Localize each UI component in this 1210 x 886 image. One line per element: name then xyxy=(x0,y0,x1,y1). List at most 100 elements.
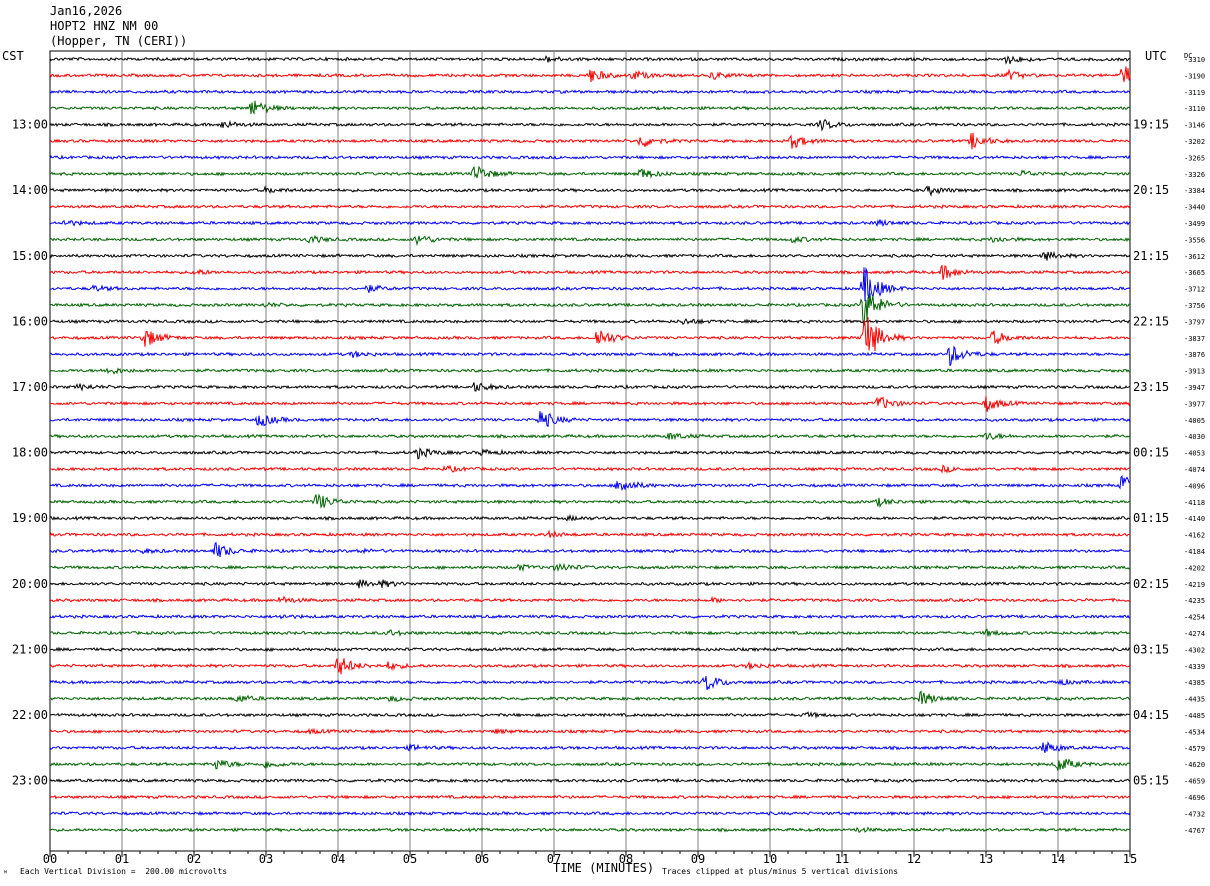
dc-offset-label: -4184 xyxy=(1184,548,1205,556)
dc-offset-label: -4005 xyxy=(1184,417,1205,425)
seismic-trace xyxy=(49,676,1131,691)
seismic-trace xyxy=(49,475,1131,492)
right-timezone-label: UTC xyxy=(1145,49,1167,63)
seismic-trace xyxy=(50,165,1131,179)
seismic-trace xyxy=(49,579,1131,589)
x-tick-label: 07 xyxy=(547,852,561,866)
seismic-trace xyxy=(49,264,1131,280)
seismic-trace xyxy=(49,292,1131,326)
dc-offset-label: -4096 xyxy=(1184,482,1205,490)
left-hour-label: 20:00 xyxy=(12,577,48,591)
seismic-trace xyxy=(49,595,1131,604)
dc-offset-label: -3612 xyxy=(1184,253,1205,261)
dc-offset-label: -3384 xyxy=(1184,187,1205,195)
dc-offset-label: -3265 xyxy=(1184,154,1205,162)
seismic-trace xyxy=(49,55,1131,65)
right-hour-label: 23:15 xyxy=(1133,380,1169,394)
dc-offset-label: -3202 xyxy=(1184,138,1205,146)
dc-offset-label: -4074 xyxy=(1184,466,1205,474)
seismic-trace xyxy=(49,203,1131,210)
dc-offset-label: -4435 xyxy=(1184,696,1205,704)
seismic-trace xyxy=(49,234,1131,247)
dc-offset-label: -4254 xyxy=(1184,614,1205,622)
dc-offset-label: -4534 xyxy=(1184,728,1205,736)
dc-offset-label: -3665 xyxy=(1184,269,1205,277)
dc-offset-label: -4767 xyxy=(1184,827,1205,835)
x-tick-label: 05 xyxy=(403,852,417,866)
left-hour-label: 17:00 xyxy=(12,380,48,394)
dc-offset-label: -4219 xyxy=(1184,581,1205,589)
seismic-trace xyxy=(49,447,1131,460)
seismic-trace xyxy=(50,317,1131,352)
left-hour-label: 18:00 xyxy=(12,446,48,460)
dc-offset-label: -4302 xyxy=(1184,646,1205,654)
seismic-trace xyxy=(49,367,1131,375)
corner-mark: ᴹ xyxy=(3,869,8,878)
seismic-trace xyxy=(49,464,1131,474)
x-tick-label: 13 xyxy=(979,852,993,866)
dc-offset-label: -4235 xyxy=(1184,597,1205,605)
dc-offset-label: -3190 xyxy=(1184,72,1205,80)
dc-offset-label: -4053 xyxy=(1184,450,1205,458)
dc-offset-label: -4030 xyxy=(1184,433,1205,441)
x-tick-label: 02 xyxy=(187,852,201,866)
dc-offset-label: -3913 xyxy=(1184,368,1205,376)
x-tick-label: 03 xyxy=(259,852,273,866)
seismic-trace xyxy=(49,529,1130,539)
right-hour-label: 02:15 xyxy=(1133,577,1169,591)
right-hour-label: 00:15 xyxy=(1133,446,1169,460)
seismic-trace xyxy=(49,396,1131,412)
x-tick-label: 04 xyxy=(331,852,345,866)
right-hour-label: 03:15 xyxy=(1133,642,1169,656)
seismic-trace xyxy=(49,382,1131,392)
dc-offset-label: -4274 xyxy=(1184,630,1205,638)
dc-offset-label: -4579 xyxy=(1184,745,1205,753)
seismic-trace xyxy=(49,826,1131,833)
dc-offset-label: -3556 xyxy=(1184,236,1205,244)
dc-offset-label: -3712 xyxy=(1184,286,1205,294)
header-location: (Hopper, TN (CERI)) xyxy=(50,34,188,48)
left-hour-label: 22:00 xyxy=(12,708,48,722)
seismic-trace xyxy=(49,562,1131,573)
x-axis-title: TIME (MINUTES) xyxy=(553,861,655,875)
left-hour-label: 19:00 xyxy=(12,511,48,525)
dc-offset-label: -4659 xyxy=(1184,778,1205,786)
dc-offset-label: -3837 xyxy=(1184,335,1205,343)
dc-offset-label: -3499 xyxy=(1184,220,1205,228)
seismic-trace xyxy=(49,218,1131,228)
dc-offset-label: -3756 xyxy=(1184,302,1205,310)
dc-offset-label: -4162 xyxy=(1184,532,1205,540)
x-tick-label: 12 xyxy=(907,852,921,866)
x-tick-label: 01 xyxy=(115,852,129,866)
dc-offset-label: -3876 xyxy=(1184,351,1205,359)
left-hour-label: 13:00 xyxy=(12,118,48,132)
clip-note: Traces clipped at plus/minus 5 vertical … xyxy=(662,867,899,876)
seismic-trace xyxy=(49,810,1131,817)
left-hour-label: 23:00 xyxy=(12,774,48,788)
seismic-trace xyxy=(49,345,1131,367)
seismic-trace xyxy=(49,646,1131,653)
x-tick-label: 11 xyxy=(835,852,849,866)
seismic-trace xyxy=(49,100,1131,116)
right-hour-label: 05:15 xyxy=(1133,774,1169,788)
seismic-trace xyxy=(49,250,1131,261)
dc-offset-label: -4696 xyxy=(1184,794,1205,802)
seismic-trace xyxy=(49,119,1131,132)
seismic-trace xyxy=(49,690,1131,704)
left-hour-label: 14:00 xyxy=(12,183,48,197)
dc-offset-label: -3119 xyxy=(1184,89,1205,97)
seismic-trace xyxy=(49,613,1131,620)
x-tick-label: 00 xyxy=(43,852,57,866)
dc-offset-label: -4140 xyxy=(1184,515,1205,523)
seismic-trace xyxy=(49,777,1131,784)
dc-offset-label: -3947 xyxy=(1184,384,1205,392)
header-station: HOPT2 HNZ NM 00 xyxy=(50,19,159,33)
dc-offset-label: -3797 xyxy=(1184,318,1205,326)
dc-offset-label: -3440 xyxy=(1184,204,1205,212)
left-hour-label: 16:00 xyxy=(12,314,48,328)
seismic-trace xyxy=(49,432,1131,441)
seismic-trace xyxy=(49,154,1131,161)
seismic-trace xyxy=(49,185,1131,197)
seismic-trace xyxy=(49,541,1131,558)
